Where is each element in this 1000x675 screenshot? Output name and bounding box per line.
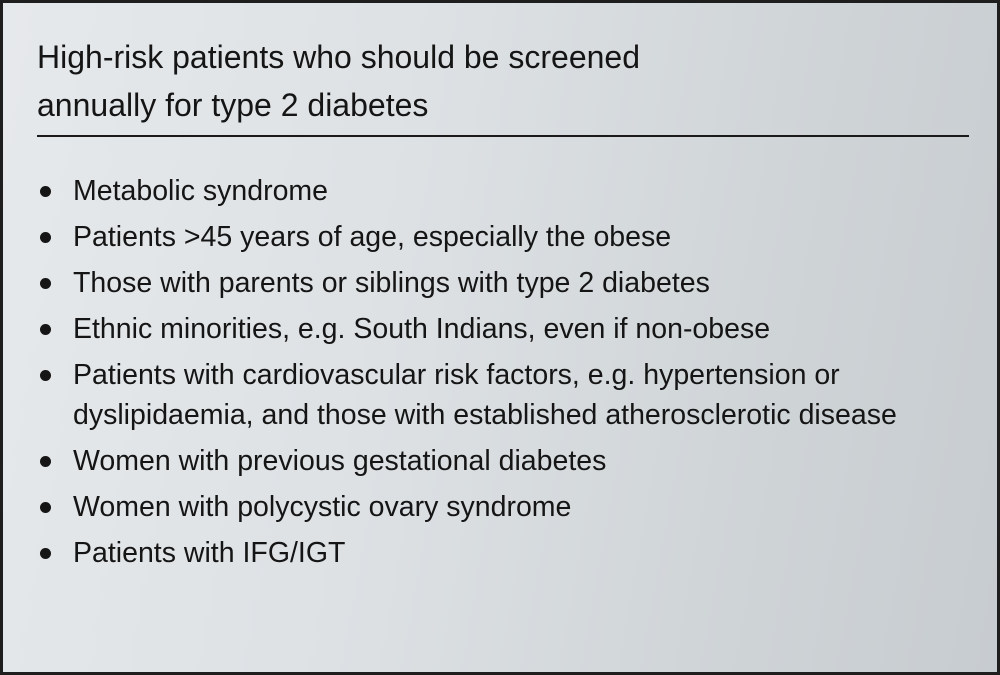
list-item: Patients with cardiovascular risk factor… xyxy=(37,355,977,435)
list-item: Patients with IFG/IGT xyxy=(37,533,977,573)
list-item-text: Women with previous gestational diabetes xyxy=(73,445,607,477)
list-item: Ethnic minorities, e.g. South Indians, e… xyxy=(37,309,977,349)
list-item-text: Patients with IFG/IGT xyxy=(73,537,346,569)
title-divider xyxy=(37,135,969,137)
title-line-2: annually for type 2 diabetes xyxy=(37,87,429,123)
list-item-text: Metabolic syndrome xyxy=(73,175,329,207)
list-item: Metabolic syndrome xyxy=(37,171,977,211)
list-item-text: Those with parents or siblings with type… xyxy=(73,267,710,299)
bullet-icon xyxy=(40,370,51,381)
list-item: Women with polycystic ovary syndrome xyxy=(37,487,977,527)
bullet-icon xyxy=(40,456,51,467)
bullet-icon xyxy=(40,502,51,513)
list-item-text: Patients >45 years of age, especially th… xyxy=(73,221,672,253)
title-line-1: High-risk patients who should be screene… xyxy=(37,39,640,75)
list-item-text: Patients with cardiovascular risk factor… xyxy=(73,359,897,431)
bullet-icon xyxy=(40,548,51,559)
list-item-text: Women with polycystic ovary syndrome xyxy=(73,491,572,523)
list-item: Women with previous gestational diabetes xyxy=(37,441,977,481)
list-item: Those with parents or siblings with type… xyxy=(37,263,977,303)
risk-list: Metabolic syndrome Patients >45 years of… xyxy=(37,171,977,579)
bullet-icon xyxy=(40,186,51,197)
bullet-icon xyxy=(40,232,51,243)
list-item: Patients >45 years of age, especially th… xyxy=(37,217,977,257)
bullet-icon xyxy=(40,324,51,335)
box-title: High-risk patients who should be screene… xyxy=(37,33,937,129)
bullet-icon xyxy=(40,278,51,289)
list-item-text: Ethnic minorities, e.g. South Indians, e… xyxy=(73,313,771,345)
